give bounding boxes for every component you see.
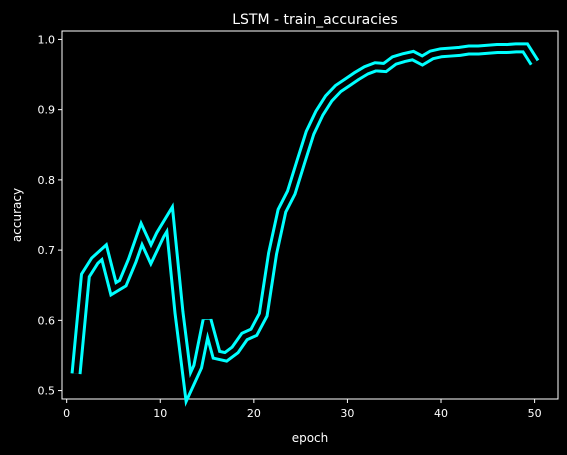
x-tick-label: 10 (153, 407, 167, 420)
series-layer (70, 42, 540, 407)
x-tick-label: 30 (340, 407, 354, 420)
y-tick-label: 0.5 (38, 385, 56, 398)
series-line-inner (73, 45, 537, 397)
plot-area-frame (61, 30, 559, 400)
x-tick-label: 0 (63, 407, 70, 420)
y-axis-label: accuracy (10, 188, 24, 242)
x-tick-label: 50 (528, 407, 542, 420)
y-axis-ticks: 0.5 0.6 0.7 0.8 0.9 1.0 (38, 33, 62, 398)
y-tick-label: 0.8 (38, 174, 56, 187)
chart-title: LSTM - train_accuracies (232, 12, 398, 28)
y-tick-label: 1.0 (38, 33, 56, 46)
x-tick-label: 20 (247, 407, 261, 420)
y-tick-label: 0.7 (38, 244, 56, 257)
x-tick-label: 40 (434, 407, 448, 420)
x-axis-label: epoch (292, 431, 329, 445)
y-tick-label: 0.6 (38, 314, 56, 327)
x-axis-ticks: 0 10 20 30 40 50 (63, 399, 542, 420)
y-tick-label: 0.9 (38, 104, 56, 117)
